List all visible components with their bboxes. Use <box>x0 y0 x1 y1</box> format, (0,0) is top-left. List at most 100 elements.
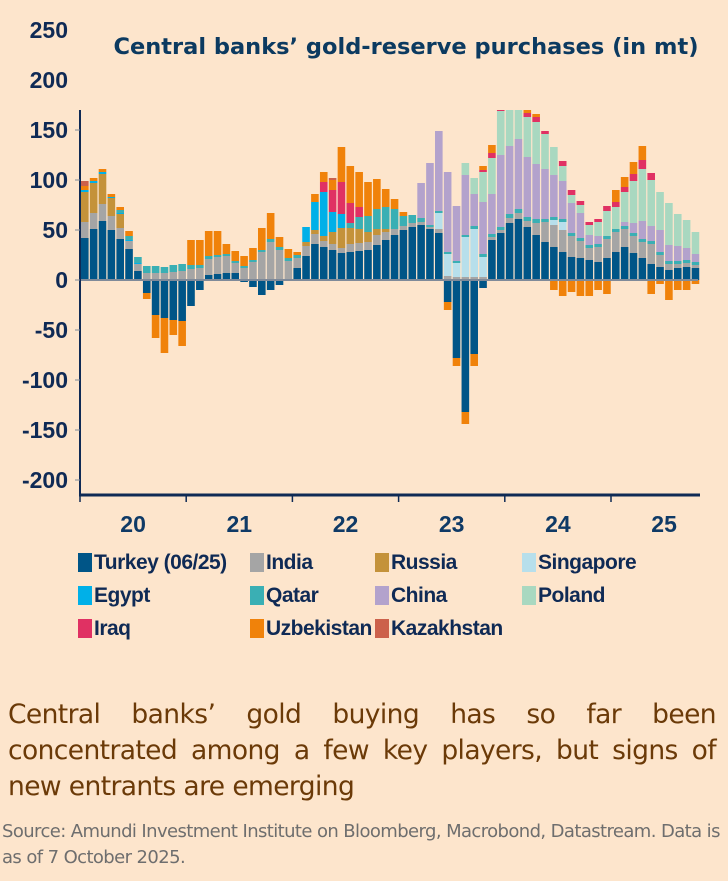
bar-segment-uzbekistan <box>125 231 133 236</box>
bar-segment-qatar <box>550 217 558 220</box>
bar-segment-uzbekistan <box>691 280 700 284</box>
bar-segment-qatar <box>169 265 178 272</box>
bar-segment-uzbekistan <box>479 166 487 170</box>
bar-segment-uzbekistan <box>373 179 381 209</box>
bar-segment-egypt <box>107 197 116 198</box>
bar-segment-india <box>514 213 523 219</box>
bar-segment-egypt <box>311 202 319 230</box>
bar-segment-singapore <box>470 229 478 277</box>
bar-segment-qatar <box>443 252 452 254</box>
bar-segment-turkey <box>479 280 487 288</box>
bar-segment-qatar <box>585 245 594 248</box>
y-tick-label: 200 <box>30 67 68 93</box>
bar-segment-iraq <box>346 203 355 223</box>
bar-segment-turkey <box>417 225 425 280</box>
bar-segment-uzbekistan <box>311 194 319 202</box>
bar-segment-turkey <box>89 229 98 280</box>
bar-segment-qatar <box>204 256 213 259</box>
legend-label: Singapore <box>538 550 637 574</box>
bar-segment-india <box>355 243 363 251</box>
bar-segment-india <box>567 236 576 257</box>
legend-label: Qatar <box>266 583 319 607</box>
bar-segment-iraq <box>612 202 620 207</box>
bar-segment-qatar <box>647 241 655 244</box>
bar-segment-india <box>523 221 532 227</box>
bar-segment-poland <box>523 117 532 157</box>
bar-segment-egypt <box>81 190 89 192</box>
bar-segment-poland <box>576 205 585 213</box>
bar-segment-iraq <box>523 113 532 117</box>
bar-segment-uzbekistan <box>355 172 363 207</box>
bar-segment-iraq <box>355 207 363 217</box>
bar-segment-india <box>98 204 107 221</box>
bar-segment-india <box>125 241 133 249</box>
bar-segment-singapore <box>550 220 558 225</box>
bar-segment-india <box>452 277 461 280</box>
bar-segment-uzbekistan <box>346 166 355 203</box>
bar-segment-turkey <box>258 280 266 295</box>
bar-segment-india <box>576 241 585 258</box>
bar-segment-russia <box>319 236 328 241</box>
bar-segment-uzbekistan <box>603 280 611 294</box>
bar-segment-qatar <box>426 225 434 227</box>
bar-segment-uzbekistan <box>461 412 470 424</box>
bar-segment-qatar <box>266 239 275 242</box>
bar-segment-qatar <box>151 266 160 273</box>
bar-segment-qatar <box>532 219 540 223</box>
bar-segment-turkey <box>381 240 390 280</box>
bar-segment-qatar <box>275 247 284 250</box>
bar-segment-qatar <box>417 218 425 222</box>
bar-segment-poland <box>629 181 638 223</box>
bar-segment-india <box>266 242 275 280</box>
bar-segment-qatar <box>514 209 523 213</box>
legend-item: India <box>250 549 375 576</box>
bar-segment-russia <box>364 232 372 242</box>
bar-segment-qatar <box>222 254 231 256</box>
bar-segment-qatar <box>470 226 478 229</box>
bar-segment-india <box>550 225 558 247</box>
bar-segment-uzbekistan <box>576 280 585 296</box>
bar-segment-uzbekistan <box>364 182 372 216</box>
legend-item: China <box>375 582 522 609</box>
bar-segment-china <box>541 169 549 219</box>
x-tick-label: 23 <box>439 511 465 537</box>
bar-segment-uzbekistan <box>222 244 231 254</box>
bar-segment-uzbekistan <box>558 280 567 296</box>
bar-segment-china <box>673 246 682 261</box>
bar-segment-poland <box>620 192 629 222</box>
bar-segment-poland <box>594 222 602 236</box>
bar-segment-china <box>496 155 505 227</box>
legend-item: Singapore <box>522 549 692 576</box>
bar-segment-poland <box>603 211 611 236</box>
bar-segment-india <box>178 271 186 280</box>
bar-segment-china <box>417 183 425 218</box>
bar-segment-qatar <box>142 266 151 273</box>
bar-segment-singapore <box>479 257 487 277</box>
bar-segment-turkey <box>151 280 160 315</box>
legend-item: Poland <box>522 582 692 609</box>
legend: Turkey (06/25) India Russia Singapore Egypt Q… <box>78 549 718 642</box>
bar-segment-china <box>576 213 585 238</box>
bar-segment-uzbekistan <box>116 207 124 210</box>
bar-segment-uzbekistan <box>213 231 222 255</box>
legend-swatch <box>250 553 264 572</box>
bar-segment-turkey <box>116 239 124 280</box>
bar-segment-poland <box>514 110 523 139</box>
bar-segment-uzbekistan <box>337 147 346 182</box>
bar-segment-india <box>682 263 691 267</box>
bar-segment-india <box>160 273 169 280</box>
bar-segment-qatar <box>293 255 301 258</box>
legend-label: Russia <box>391 550 457 574</box>
bar-segment-india <box>293 258 301 268</box>
bar-segment-qatar <box>134 257 142 263</box>
bar-segment-turkey <box>134 271 142 280</box>
bar-segment-uzbekistan <box>656 280 664 284</box>
bar-segment-qatar <box>620 226 629 229</box>
bar-segment-turkey <box>160 280 169 318</box>
bar-segment-russia <box>337 228 346 248</box>
bar-segment-uzbekistan <box>169 320 178 335</box>
legend-label: Iraq <box>94 616 131 640</box>
legend-label: Kazakhstan <box>391 616 503 640</box>
bar-segment-china <box>567 203 576 233</box>
bar-segment-qatar <box>496 227 505 230</box>
